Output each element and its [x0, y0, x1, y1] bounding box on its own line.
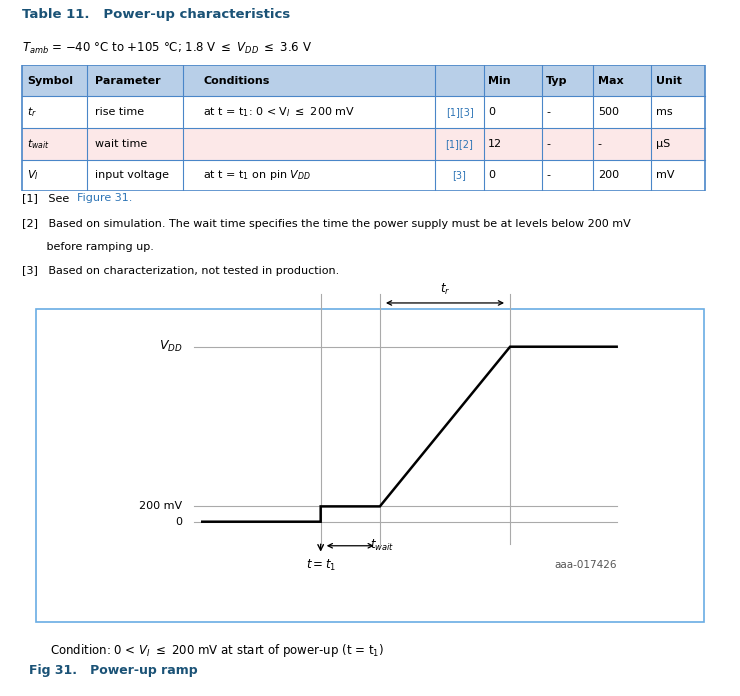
Text: rise time: rise time: [95, 107, 144, 117]
Text: 12: 12: [488, 139, 502, 149]
Text: 0: 0: [488, 171, 495, 180]
Text: 500: 500: [598, 107, 619, 117]
Bar: [22, 97, 704, 128]
Text: -: -: [546, 107, 550, 117]
Text: $t_{wait}$: $t_{wait}$: [27, 137, 50, 151]
Text: $t_r$: $t_r$: [27, 105, 37, 119]
Bar: [22, 128, 704, 159]
Text: $T_{amb}$ = $-$40 °C to +105 °C; 1.8 V $\leq$ $V_{DD}$ $\leq$ 3.6 V: $T_{amb}$ = $-$40 °C to +105 °C; 1.8 V $…: [22, 40, 312, 56]
Text: Typ: Typ: [546, 76, 568, 86]
Text: Symbol: Symbol: [27, 76, 73, 86]
Text: Conditions: Conditions: [204, 76, 269, 86]
Text: Fig 31.   Power-up ramp: Fig 31. Power-up ramp: [29, 664, 198, 677]
Text: [1][3]: [1][3]: [445, 107, 474, 117]
Text: ms: ms: [656, 107, 672, 117]
Text: $V_I$: $V_I$: [27, 168, 38, 182]
Text: Figure 31.: Figure 31.: [77, 193, 132, 203]
Text: $t = t_1$: $t = t_1$: [306, 558, 336, 573]
Text: Min: Min: [488, 76, 511, 86]
Text: 0: 0: [488, 107, 495, 117]
Text: μS: μS: [656, 139, 670, 149]
Text: 0: 0: [175, 516, 183, 527]
Text: mV: mV: [656, 171, 674, 180]
Text: Condition: 0 < $V_I$ $\leq$ 200 mV at start of power-up (t = t$_1$): Condition: 0 < $V_I$ $\leq$ 200 mV at st…: [50, 642, 384, 659]
Text: [1]   See: [1] See: [22, 193, 73, 203]
Bar: [22, 159, 704, 191]
Text: 200 mV: 200 mV: [139, 501, 183, 512]
Text: 200: 200: [598, 171, 619, 180]
Text: at t = t$_1$: 0 < V$_I$ $\leq$ 200 mV: at t = t$_1$: 0 < V$_I$ $\leq$ 200 mV: [204, 105, 355, 119]
Text: $V_{DD}$: $V_{DD}$: [159, 339, 183, 354]
Text: [2]   Based on simulation. The wait time specifies the time the power supply mus: [2] Based on simulation. The wait time s…: [22, 219, 630, 228]
Text: Max: Max: [598, 76, 623, 86]
Text: Table 11.   Power-up characteristics: Table 11. Power-up characteristics: [22, 8, 290, 21]
Bar: [36, 308, 704, 622]
Text: $t_r$: $t_r$: [440, 283, 450, 297]
Text: -: -: [546, 171, 550, 180]
Text: before ramping up.: before ramping up.: [22, 242, 154, 252]
Text: wait time: wait time: [95, 139, 147, 149]
Text: [3]: [3]: [453, 171, 466, 180]
Text: aaa-017426: aaa-017426: [554, 560, 616, 571]
Text: [1][2]: [1][2]: [445, 139, 474, 149]
Text: input voltage: input voltage: [95, 171, 169, 180]
Text: -: -: [546, 139, 550, 149]
Text: -: -: [598, 139, 602, 149]
Text: at t = t$_1$ on pin $V_{DD}$: at t = t$_1$ on pin $V_{DD}$: [204, 168, 312, 182]
Text: [3]   Based on characterization, not tested in production.: [3] Based on characterization, not teste…: [22, 266, 339, 276]
Text: Parameter: Parameter: [95, 76, 161, 86]
Bar: [22, 65, 704, 97]
Text: $t_{wait}$: $t_{wait}$: [370, 538, 394, 553]
Text: Unit: Unit: [656, 76, 682, 86]
